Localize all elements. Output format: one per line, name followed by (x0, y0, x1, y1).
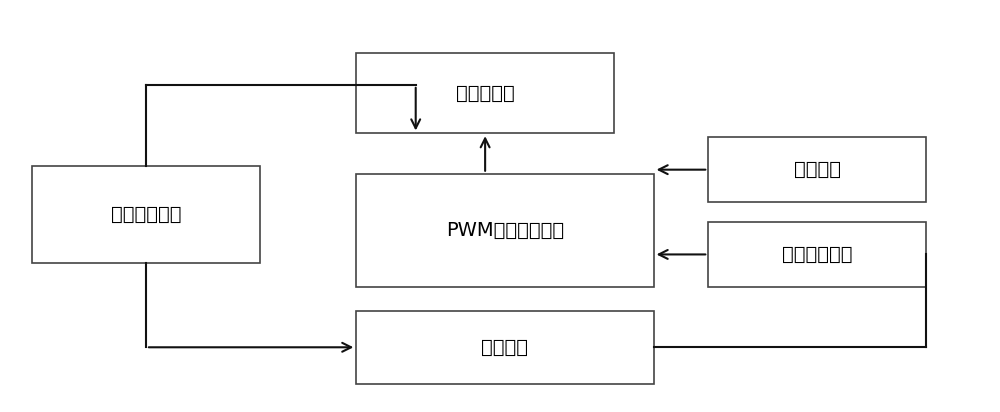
Text: 参考电压: 参考电压 (794, 160, 841, 179)
Text: 电流采样电路: 电流采样电路 (782, 245, 853, 264)
Text: 电压采样电路: 电压采样电路 (111, 205, 181, 224)
Text: 微处理器: 微处理器 (481, 338, 528, 357)
Bar (708, 222, 926, 287)
Bar (32, 166, 260, 262)
Bar (356, 53, 614, 133)
Bar (708, 137, 926, 202)
Text: PWM比较发生电路: PWM比较发生电路 (446, 221, 564, 240)
Bar (356, 174, 654, 287)
Bar (356, 311, 654, 384)
Text: 充放电电路: 充放电电路 (456, 84, 514, 103)
